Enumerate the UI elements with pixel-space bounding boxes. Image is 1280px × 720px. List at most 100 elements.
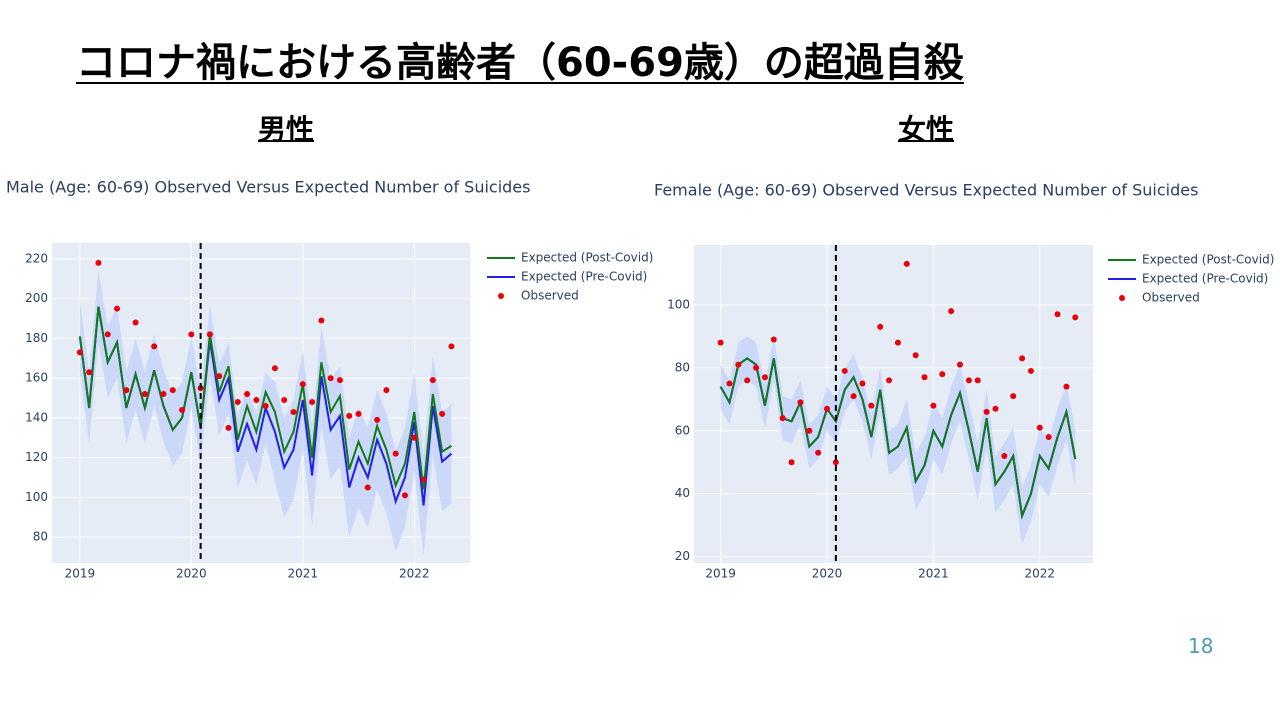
observed-point — [309, 399, 316, 406]
observed-point — [281, 397, 288, 404]
legend-label: Observed — [521, 289, 579, 303]
observed-point — [262, 402, 269, 409]
observed-point — [992, 405, 999, 412]
page-number: 18 — [1188, 634, 1214, 658]
observed-point — [779, 415, 786, 422]
legend-label: Expected (Post-Covid) — [521, 251, 653, 265]
y-tick-label: 160 — [25, 371, 48, 385]
legend-label: Expected (Post-Covid) — [1142, 253, 1274, 267]
series-line — [78, 306, 452, 490]
observed-point — [841, 367, 848, 374]
observed-point — [903, 260, 910, 267]
observed-point — [179, 406, 186, 413]
observed-point — [383, 387, 390, 394]
observed-point — [726, 380, 733, 387]
y-tick-label: 40 — [675, 486, 690, 500]
y-tick-label: 120 — [25, 450, 48, 464]
observed-point — [346, 412, 353, 419]
observed-point — [1027, 367, 1034, 374]
observed-point — [76, 349, 83, 356]
legend-marker — [1119, 295, 1125, 301]
observed-point — [169, 387, 176, 394]
x-tick-label: 2020 — [812, 567, 843, 581]
observed-point — [299, 381, 306, 388]
panel-label: 女性 — [898, 113, 955, 146]
observed-point — [318, 317, 325, 324]
observed-point — [225, 424, 232, 431]
observed-point — [429, 377, 436, 384]
observed-point — [104, 331, 111, 338]
x-tick-label: 2019 — [65, 567, 96, 581]
y-tick-label: 220 — [25, 251, 48, 265]
confidence-band — [79, 270, 452, 556]
observed-point — [815, 449, 822, 456]
observed-point — [894, 339, 901, 346]
observed-point — [401, 492, 408, 499]
slide-title: コロナ禍における高齢者（60-69歳）の超過自殺 — [76, 40, 964, 86]
observed-point — [1019, 355, 1026, 362]
observed-point — [965, 377, 972, 384]
y-tick-label: 200 — [25, 291, 48, 305]
observed-point — [114, 305, 121, 312]
observed-point — [806, 427, 813, 434]
legend-label: Observed — [1142, 291, 1200, 305]
observed-point — [1001, 452, 1008, 459]
observed-point — [983, 408, 990, 415]
observed-point — [921, 374, 928, 381]
legend-label: Expected (Pre-Covid) — [1142, 272, 1268, 286]
observed-point — [753, 364, 760, 371]
observed-point — [188, 331, 195, 338]
observed-point — [355, 410, 362, 417]
chart-title: Female (Age: 60-69) Observed Versus Expe… — [654, 181, 1198, 200]
observed-point — [1036, 424, 1043, 431]
x-tick-label: 2021 — [288, 567, 319, 581]
observed-point — [859, 380, 866, 387]
observed-point — [253, 397, 260, 404]
y-tick-label: 100 — [667, 297, 690, 311]
y-tick-label: 140 — [25, 410, 48, 424]
y-tick-label: 80 — [675, 360, 690, 374]
observed-point — [948, 308, 955, 315]
observed-point — [868, 402, 875, 409]
observed-point — [1010, 393, 1017, 400]
observed-point — [744, 377, 751, 384]
observed-point — [761, 374, 768, 381]
observed-point — [832, 459, 839, 466]
observed-point — [448, 343, 455, 350]
observed-point — [824, 405, 830, 412]
x-tick-label: 2019 — [705, 567, 736, 581]
observed-point — [1072, 314, 1079, 321]
x-tick-label: 2022 — [399, 567, 430, 581]
observed-point — [957, 361, 963, 368]
x-tick-label: 2020 — [176, 567, 207, 581]
y-tick-label: 180 — [25, 331, 48, 345]
observed-point — [1063, 383, 1070, 390]
observed-point — [160, 391, 167, 398]
y-tick-label: 80 — [33, 530, 48, 544]
observed-point — [912, 352, 919, 359]
observed-point — [336, 377, 343, 384]
x-tick-label: 2022 — [1025, 567, 1056, 581]
observed-point — [770, 336, 777, 343]
observed-point — [439, 410, 446, 417]
observed-point — [290, 408, 297, 415]
observed-point — [930, 402, 937, 409]
chart-title: Male (Age: 60-69) Observed Versus Expect… — [6, 178, 530, 197]
y-tick-label: 60 — [675, 423, 690, 437]
observed-point — [411, 434, 418, 441]
panel-label: 男性 — [258, 113, 315, 146]
observed-point — [974, 377, 981, 384]
observed-point — [364, 484, 371, 491]
observed-point — [1045, 434, 1052, 441]
observed-point — [392, 450, 399, 457]
observed-point — [374, 416, 381, 423]
observed-point — [95, 259, 102, 266]
observed-point — [797, 399, 804, 406]
observed-point — [420, 476, 427, 483]
legend-label: Expected (Pre-Covid) — [521, 270, 647, 284]
confidence-band — [720, 336, 1076, 545]
observed-point — [850, 393, 857, 400]
observed-point — [206, 331, 213, 338]
observed-point — [86, 369, 93, 376]
